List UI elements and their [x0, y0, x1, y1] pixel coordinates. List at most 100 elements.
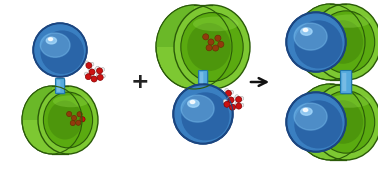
FancyBboxPatch shape	[341, 71, 352, 94]
Ellipse shape	[328, 95, 370, 108]
Circle shape	[83, 115, 86, 119]
Circle shape	[95, 76, 99, 80]
Circle shape	[75, 111, 79, 115]
Ellipse shape	[328, 14, 370, 28]
Circle shape	[65, 111, 68, 114]
Circle shape	[228, 101, 232, 105]
Circle shape	[88, 67, 92, 71]
Ellipse shape	[311, 84, 378, 160]
Ellipse shape	[301, 28, 312, 35]
Circle shape	[97, 74, 103, 80]
Circle shape	[90, 74, 94, 78]
Ellipse shape	[156, 5, 232, 89]
Circle shape	[234, 104, 238, 108]
Circle shape	[96, 66, 99, 70]
Ellipse shape	[190, 100, 195, 104]
FancyBboxPatch shape	[198, 71, 208, 86]
Circle shape	[85, 74, 91, 80]
Circle shape	[97, 68, 102, 74]
Ellipse shape	[323, 100, 363, 144]
Circle shape	[182, 93, 229, 140]
Circle shape	[84, 72, 88, 76]
Circle shape	[229, 104, 235, 110]
Circle shape	[288, 14, 344, 70]
Circle shape	[79, 119, 82, 122]
FancyBboxPatch shape	[342, 73, 346, 91]
Ellipse shape	[317, 91, 375, 153]
Circle shape	[288, 94, 344, 150]
Circle shape	[73, 119, 76, 123]
Circle shape	[70, 115, 73, 118]
Ellipse shape	[46, 37, 56, 44]
Circle shape	[230, 90, 234, 94]
Ellipse shape	[303, 29, 308, 31]
Circle shape	[218, 34, 222, 38]
Circle shape	[90, 73, 93, 77]
Polygon shape	[330, 4, 346, 80]
Circle shape	[228, 97, 234, 103]
Circle shape	[227, 95, 231, 99]
Circle shape	[236, 97, 242, 103]
Circle shape	[74, 120, 77, 123]
Ellipse shape	[295, 84, 365, 160]
Circle shape	[295, 21, 342, 68]
Circle shape	[225, 89, 229, 92]
Circle shape	[78, 116, 82, 120]
Circle shape	[204, 44, 208, 48]
Polygon shape	[52, 86, 68, 154]
Polygon shape	[156, 5, 250, 47]
Ellipse shape	[48, 38, 53, 41]
Circle shape	[101, 74, 105, 78]
Polygon shape	[295, 84, 378, 122]
Circle shape	[358, 35, 362, 39]
Circle shape	[208, 39, 214, 45]
Circle shape	[240, 97, 244, 100]
Polygon shape	[22, 86, 98, 120]
Circle shape	[232, 97, 236, 101]
Ellipse shape	[53, 95, 89, 107]
Circle shape	[236, 103, 242, 109]
Circle shape	[70, 110, 73, 113]
Circle shape	[222, 40, 225, 44]
Circle shape	[295, 101, 342, 148]
Circle shape	[358, 115, 362, 119]
Circle shape	[368, 43, 372, 47]
Circle shape	[35, 25, 85, 75]
FancyBboxPatch shape	[56, 79, 65, 94]
FancyBboxPatch shape	[200, 72, 209, 87]
Circle shape	[77, 112, 82, 117]
Circle shape	[86, 63, 92, 69]
Circle shape	[70, 121, 75, 126]
Circle shape	[80, 117, 85, 122]
Ellipse shape	[193, 16, 239, 31]
Circle shape	[76, 120, 81, 125]
Polygon shape	[194, 5, 212, 89]
Circle shape	[80, 110, 83, 114]
Circle shape	[235, 95, 239, 98]
Circle shape	[203, 34, 209, 40]
Ellipse shape	[40, 33, 70, 57]
Circle shape	[101, 68, 105, 71]
FancyBboxPatch shape	[57, 80, 60, 92]
Circle shape	[215, 35, 221, 41]
Circle shape	[74, 114, 77, 117]
Ellipse shape	[303, 108, 308, 112]
Text: +: +	[131, 72, 149, 92]
Ellipse shape	[294, 23, 327, 50]
Ellipse shape	[188, 100, 199, 107]
FancyBboxPatch shape	[341, 72, 353, 95]
Polygon shape	[330, 84, 346, 160]
Circle shape	[216, 44, 220, 48]
Circle shape	[91, 76, 97, 82]
Ellipse shape	[43, 92, 93, 148]
Circle shape	[71, 115, 77, 121]
Circle shape	[206, 45, 212, 51]
Circle shape	[210, 44, 214, 47]
Circle shape	[33, 23, 87, 77]
Circle shape	[235, 101, 239, 105]
Circle shape	[212, 38, 215, 41]
Ellipse shape	[187, 23, 231, 71]
Circle shape	[175, 86, 231, 142]
Circle shape	[85, 61, 89, 65]
Circle shape	[96, 73, 100, 77]
